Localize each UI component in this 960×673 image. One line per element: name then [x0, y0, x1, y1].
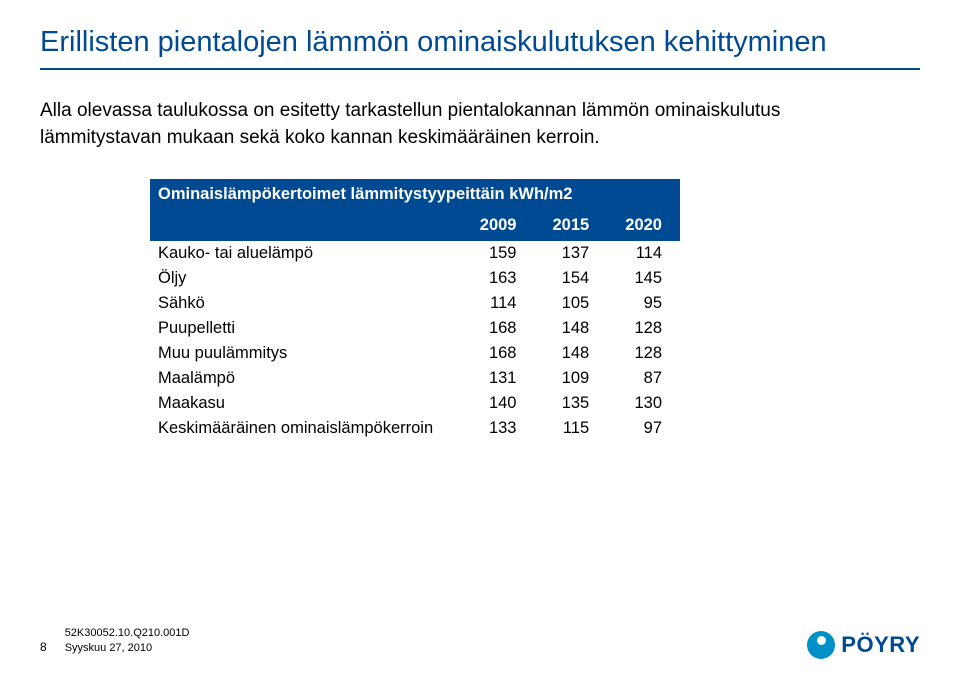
- body-paragraph: Alla olevassa taulukossa on esitetty tar…: [40, 98, 900, 151]
- row-label: Maalämpö: [150, 366, 462, 391]
- row-label: Keskimääräinen ominaislämpökerroin: [150, 416, 462, 441]
- table-row-summary: Keskimääräinen ominaislämpökerroin 133 1…: [150, 416, 680, 441]
- row-val: 154: [534, 266, 607, 291]
- logo-mark-icon: [807, 631, 835, 659]
- row-val: 97: [607, 416, 680, 441]
- footer-meta: 52K30052.10.Q210.001D Syyskuu 27, 2010: [65, 626, 190, 655]
- footer: 8 52K30052.10.Q210.001D Syyskuu 27, 2010: [40, 626, 189, 655]
- table-row: Sähkö 114 105 95: [150, 291, 680, 316]
- table-row: Maalämpö 131 109 87: [150, 366, 680, 391]
- footer-date: Syyskuu 27, 2010: [65, 641, 190, 655]
- brand-logo: PÖYRY: [807, 631, 920, 659]
- table-row: Kauko- tai aluelämpö 159 137 114: [150, 241, 680, 266]
- row-label: Puupelletti: [150, 316, 462, 341]
- row-val: 114: [607, 241, 680, 266]
- col-empty: [150, 210, 462, 241]
- col-2015: 2015: [534, 210, 607, 241]
- row-val: 130: [607, 391, 680, 416]
- page-number: 8: [40, 640, 47, 654]
- row-val: 145: [607, 266, 680, 291]
- footer-ref: 52K30052.10.Q210.001D: [65, 626, 190, 640]
- row-val: 109: [534, 366, 607, 391]
- row-val: 131: [462, 366, 535, 391]
- slide: Erillisten pientalojen lämmön ominaiskul…: [0, 0, 960, 673]
- row-val: 105: [534, 291, 607, 316]
- row-label: Öljy: [150, 266, 462, 291]
- row-val: 168: [462, 316, 535, 341]
- table-row: Puupelletti 168 148 128: [150, 316, 680, 341]
- row-val: 87: [607, 366, 680, 391]
- row-val: 114: [462, 291, 535, 316]
- page-title: Erillisten pientalojen lämmön ominaiskul…: [40, 24, 920, 60]
- table-title: Ominaislämpökertoimet lämmitystyypeittäi…: [150, 179, 680, 210]
- row-label: Muu puulämmitys: [150, 341, 462, 366]
- row-val: 148: [534, 316, 607, 341]
- row-val: 159: [462, 241, 535, 266]
- row-val: 133: [462, 416, 535, 441]
- row-val: 140: [462, 391, 535, 416]
- table-row: Maakasu 140 135 130: [150, 391, 680, 416]
- row-val: 135: [534, 391, 607, 416]
- row-val: 163: [462, 266, 535, 291]
- table-header-row-2: 2009 2015 2020: [150, 210, 680, 241]
- row-val: 95: [607, 291, 680, 316]
- row-val: 137: [534, 241, 607, 266]
- row-val: 128: [607, 341, 680, 366]
- logo-text: PÖYRY: [841, 632, 920, 658]
- col-2009: 2009: [462, 210, 535, 241]
- title-rule: [40, 68, 920, 70]
- row-val: 128: [607, 316, 680, 341]
- table-container: Ominaislämpökertoimet lämmitystyypeittäi…: [150, 179, 680, 441]
- col-2020: 2020: [607, 210, 680, 241]
- table-header-row-1: Ominaislämpökertoimet lämmitystyypeittäi…: [150, 179, 680, 210]
- table-row: Öljy 163 154 145: [150, 266, 680, 291]
- row-label: Maakasu: [150, 391, 462, 416]
- row-label: Kauko- tai aluelämpö: [150, 241, 462, 266]
- row-val: 168: [462, 341, 535, 366]
- row-val: 148: [534, 341, 607, 366]
- data-table: Ominaislämpökertoimet lämmitystyypeittäi…: [150, 179, 680, 441]
- row-val: 115: [534, 416, 607, 441]
- table-body: Kauko- tai aluelämpö 159 137 114 Öljy 16…: [150, 241, 680, 441]
- row-label: Sähkö: [150, 291, 462, 316]
- table-row: Muu puulämmitys 168 148 128: [150, 341, 680, 366]
